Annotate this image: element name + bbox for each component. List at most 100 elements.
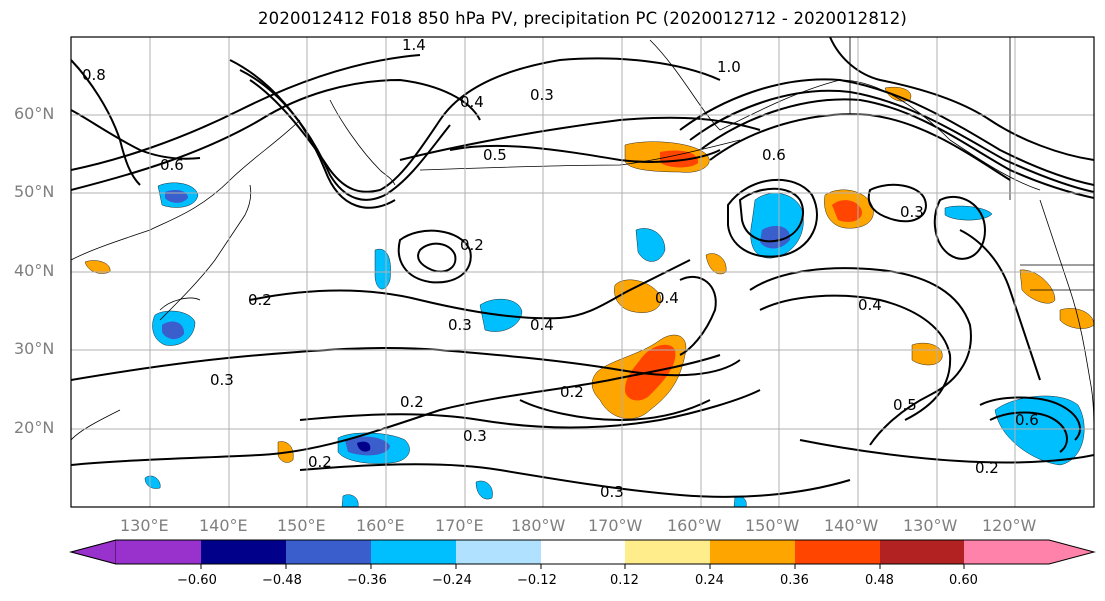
colorbar-label: −0.24 [432,573,472,588]
precip-blob-negative-core [760,225,791,249]
pv-contours [71,37,1094,498]
precip-blob-positive-core [660,150,699,168]
lon-label-160e: 160°E [356,516,405,535]
contour-label: 0.3 [900,203,924,221]
pv-contour-line [71,354,721,466]
lon-label-160w: 160°W [667,516,722,535]
pv-contour-line [867,183,927,223]
colorbar-label: −0.48 [262,573,302,588]
map-frame [70,36,1095,508]
contour-label: 0.8 [82,66,106,84]
colorbar-bin [456,540,541,564]
contour-label: 0.2 [308,453,332,471]
pv-contour-line [397,229,472,284]
contour-labels: 1.0 1.4 0.8 0.6 0.5 0.4 0.3 0.2 0.2 0.3 … [82,36,1039,501]
lon-label-140e: 140°E [199,516,248,535]
pv-contour-line [399,116,761,161]
colorbar-bin [371,540,456,564]
pv-contour-line [959,229,1041,381]
pv-contour-line [679,275,717,356]
pv-contour-line [299,463,851,498]
contour-label: 0.5 [483,146,507,164]
precip-blob-negative [635,228,666,262]
graticule [71,37,1094,507]
pv-contour-line [727,178,818,258]
contour-label: 0.2 [975,459,999,477]
pv-contour-line [749,267,972,446]
pv-contour-line [249,259,691,320]
colorbar-ticks [200,564,965,569]
colorbar-label: −0.60 [177,573,217,588]
pv-contour-line [829,37,1094,161]
colorbar-label: 0.36 [780,573,809,588]
pv-contour-line [759,294,952,421]
precip-blob-negative [944,205,993,221]
coastline-japan [159,184,252,321]
pv-contour-line [71,54,421,171]
colorbar-label: 0.60 [949,573,978,588]
precip-blob-positive-core [832,200,862,222]
contour-label: 0.3 [210,371,234,389]
pv-contour-line [229,59,396,209]
precip-blob-negative [341,494,359,507]
precip-blob-positive [911,342,943,366]
lat-label-40n: 40°N [14,261,55,280]
precip-blob-positive [884,87,912,102]
lat-label-60n: 60°N [14,104,55,123]
lon-label-130e: 130°E [120,516,169,535]
contour-label: 0.4 [530,316,554,334]
pv-contour-line [299,389,761,429]
lon-label-120w: 120°W [982,516,1037,535]
lon-label-130w: 130°W [903,516,958,535]
pv-contour-line [71,109,201,160]
colorbar-bin [286,540,371,564]
contour-label: 0.6 [160,156,184,174]
contour-label: 0.3 [600,483,624,501]
colorbar-label: 0.48 [865,573,894,588]
colorbar-bin [541,540,625,564]
contour-label: 0.5 [893,396,917,414]
pv-contour-line [519,399,711,422]
pv-contour-line [417,242,457,273]
colorbar-label: −0.12 [517,573,557,588]
lat-label-20n: 20°N [14,418,55,437]
colorbar-label: 0.12 [610,573,639,588]
contour-label: 0.3 [530,86,554,104]
lon-label-170w: 170°W [588,516,643,535]
contour-label: 0.4 [655,289,679,307]
colorbar-bin [795,540,880,564]
pv-contour-line [689,89,1094,193]
contour-label: 0.4 [858,296,882,314]
contour-label: 0.2 [248,291,272,309]
pv-contour-line [989,411,1068,453]
contour-label: 1.4 [402,36,426,54]
contour-label: 0.4 [460,93,484,111]
coastline-north-america [1039,199,1094,441]
precip-shading [84,87,1094,507]
contour-label: 0.2 [560,383,584,401]
pv-contour-line [799,439,1094,464]
precip-blob-negative-core [357,441,371,452]
contour-label: 0.3 [463,427,487,445]
contour-label: 1.0 [717,58,741,76]
colorbar [69,539,1096,569]
coastline-kamchatka [329,99,396,186]
colorbar-outline [69,539,1096,565]
lon-label-180w: 180°W [511,516,566,535]
colorbar-bin [625,540,710,564]
pv-contour-line [449,144,721,163]
colorbar-label: 0.24 [695,573,724,588]
colorbar-extend-low [69,539,117,565]
colorbar-bin [201,540,286,564]
map-panel[interactable]: 1.0 1.4 0.8 0.6 0.5 0.4 0.3 0.2 0.2 0.3 … [70,36,1095,508]
colorbar-extend-high [964,540,1094,564]
map-title: 2020012412 F018 850 hPa PV, precipitatio… [257,9,908,28]
lon-label-140w: 140°W [824,516,879,535]
precip-blob-negative-core [162,321,185,340]
precip-blob-negative [475,480,493,500]
colorbar-bin [880,540,964,564]
coastline-aleutians [419,139,741,171]
precip-blob-positive [1019,269,1056,304]
lat-label-50n: 50°N [14,182,55,201]
precip-blob-positive [614,279,662,313]
